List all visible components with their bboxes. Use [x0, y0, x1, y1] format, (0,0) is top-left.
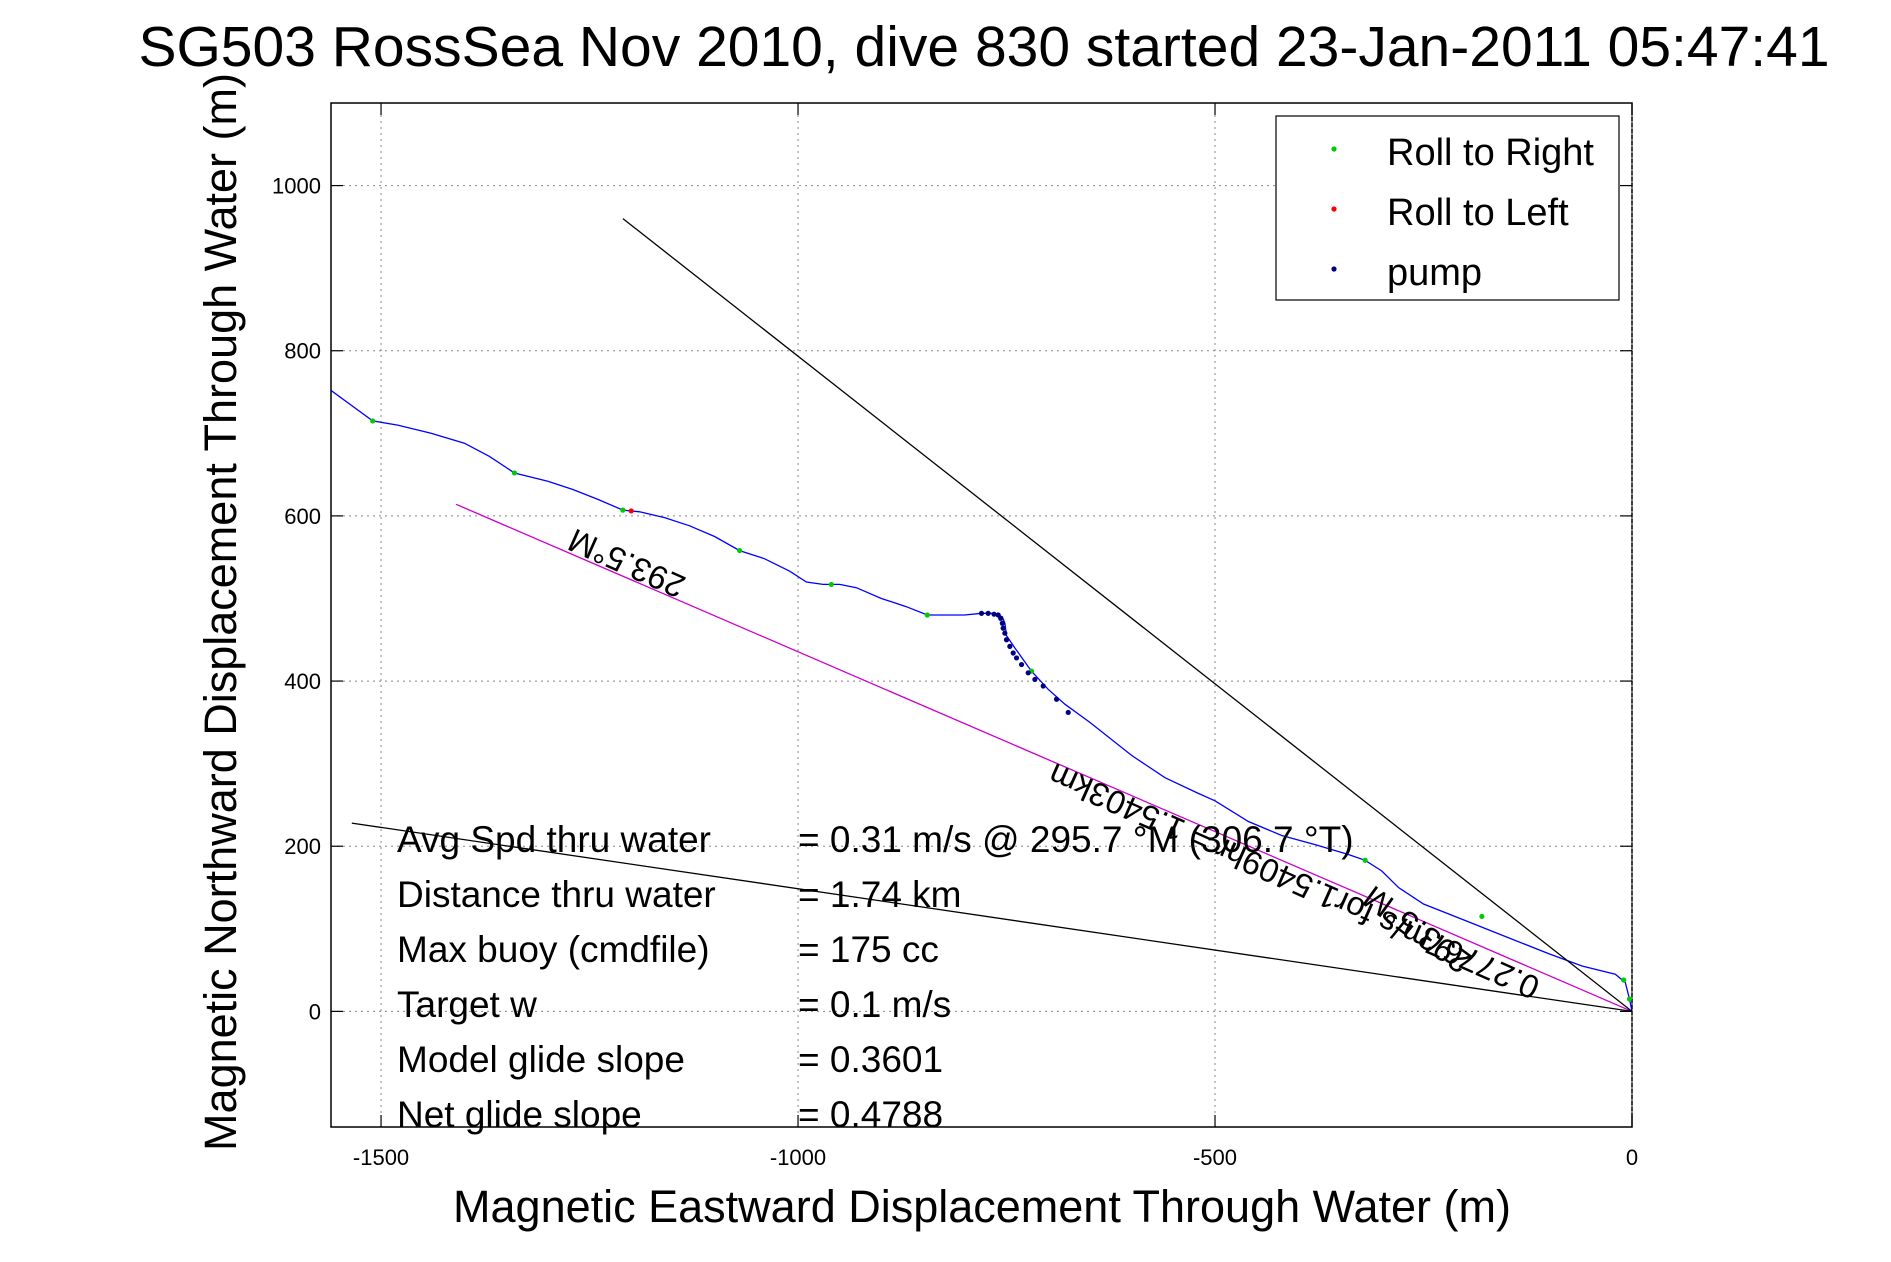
- roll-to-right-marker: [1362, 857, 1368, 863]
- y-tick-label: 400: [284, 669, 321, 694]
- pump-marker: [1000, 625, 1006, 631]
- pump-marker: [1018, 661, 1025, 668]
- pump-marker: [1065, 709, 1071, 716]
- y-tick-label: 200: [284, 834, 321, 859]
- series-line-3: [351, 822, 1632, 1013]
- pump-marker: [1040, 683, 1046, 689]
- x-tick-label: -1500: [353, 1145, 409, 1170]
- pump-marker: [985, 610, 991, 616]
- axis-ticks: -1500 -1000 -500 0 0 200 400 600 800 1000: [272, 103, 1638, 1170]
- pump-marker: [1013, 655, 1020, 661]
- legend-marker: [1331, 266, 1337, 272]
- legend-label: pump: [1387, 252, 1482, 294]
- pump-marker: [1032, 676, 1038, 683]
- pump-marker: [991, 611, 997, 617]
- roll-to-right-marker: [511, 470, 518, 476]
- legend-marker: [1331, 146, 1337, 152]
- roll-to-left-marker: [628, 508, 634, 514]
- chart-title: SG503 RossSea Nov 2010, dive 830 started…: [138, 15, 1829, 79]
- stat-value: = 0.31 m/s @ 295.7 °M (306.7 °T): [798, 819, 1354, 860]
- y-tick-label: 0: [309, 999, 321, 1024]
- roll-to-right-marker: [1621, 977, 1627, 983]
- pump-marker: [1007, 643, 1013, 649]
- stat-value: = 175 cc: [798, 929, 939, 970]
- legend-marker: [1331, 206, 1337, 212]
- y-tick-label: 1000: [272, 174, 321, 199]
- stat-label: Distance thru water: [397, 874, 716, 915]
- stat-value: = 0.1 m/s: [798, 984, 951, 1025]
- series-line-1: [455, 503, 1632, 1012]
- roll-to-right-marker: [924, 612, 930, 618]
- y-axis-label: Magnetic Northward Displacement Through …: [195, 73, 246, 1151]
- roll-to-right-marker: [828, 581, 834, 588]
- x-axis-label: Magnetic Eastward Displacement Through W…: [453, 1181, 1511, 1232]
- legend: Roll to Right Roll to Left pump: [1275, 115, 1620, 301]
- roll-to-right-marker: [370, 418, 376, 424]
- pump-marker: [1003, 637, 1010, 643]
- pump-marker: [1010, 650, 1016, 656]
- pump-marker: [1025, 670, 1031, 676]
- pump-marker: [998, 615, 1004, 621]
- pump-marker: [1053, 696, 1060, 702]
- roll-to-right-marker: [1479, 913, 1485, 920]
- stat-label: Avg Spd thru water: [397, 819, 711, 860]
- stat-label: Model glide slope: [397, 1039, 685, 1080]
- x-tick-label: -500: [1193, 1145, 1237, 1170]
- x-tick-label: -1000: [770, 1145, 826, 1170]
- grid-lines: [331, 103, 1633, 1127]
- roll-to-right-marker: [620, 507, 626, 513]
- pump-marker: [978, 610, 985, 616]
- legend-label: Roll to Left: [1387, 192, 1569, 234]
- pump-marker: [999, 620, 1005, 626]
- data-series: [331, 218, 1632, 1013]
- roll-to-right-marker: [1626, 996, 1632, 1002]
- stat-label: Target w: [397, 984, 537, 1025]
- y-tick-label: 600: [284, 504, 321, 529]
- x-tick-label: 0: [1626, 1145, 1638, 1170]
- stat-value: = 0.4788: [798, 1094, 943, 1135]
- series-line-2: [622, 218, 1632, 1012]
- pump-marker: [1002, 630, 1008, 636]
- stat-label: Net glide slope: [397, 1094, 642, 1135]
- stat-value: = 0.3601: [798, 1039, 943, 1080]
- stat-value: = 1.74 km: [798, 874, 962, 915]
- roll-to-right-marker: [737, 547, 743, 554]
- stat-label: Max buoy (cmdfile): [397, 929, 710, 970]
- legend-label: Roll to Right: [1387, 132, 1594, 174]
- y-tick-label: 800: [284, 339, 321, 364]
- stats-block: Avg Spd thru water = 0.31 m/s @ 295.7 °M …: [397, 819, 1354, 1135]
